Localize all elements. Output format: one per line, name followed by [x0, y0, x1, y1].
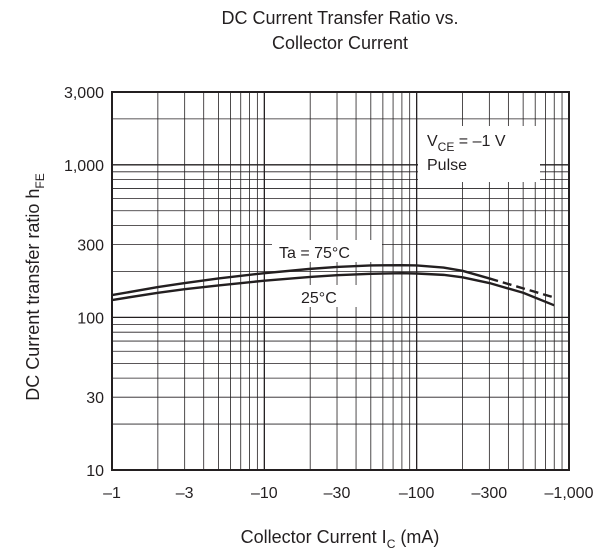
chart-title-line-1: DC Current Transfer Ratio vs. — [221, 8, 458, 28]
y-axis-label: DC Current transfer ratio hFE — [23, 173, 47, 400]
x-tick-label: –1,000 — [545, 485, 594, 502]
plot-frame — [111, 91, 570, 471]
series-line-0 — [111, 263, 490, 297]
y-axis-label-sub: FE — [33, 173, 47, 188]
x-tick-label: –1 — [103, 485, 121, 502]
x-axis-label: Collector Current IC (mA) — [241, 527, 440, 551]
series-line-1 — [111, 271, 555, 307]
x-tick-label: –10 — [251, 485, 278, 502]
x-axis-label-sub: C — [387, 537, 396, 551]
series-line-dashed-0 — [489, 277, 555, 299]
y-tick-label: 1,000 — [64, 158, 104, 175]
x-tick-label: –300 — [472, 485, 508, 502]
vce-sub: CE — [438, 140, 455, 154]
y-tick-label: 100 — [77, 310, 104, 327]
series-label-25c-text: 25°C — [301, 290, 337, 307]
x-tick-labels: –1 –3 –10 –30 –100 –300 –1,000 — [103, 485, 593, 502]
vce-main: V — [427, 133, 438, 150]
chart-title-line-2: Collector Current — [272, 33, 408, 53]
series-curves — [111, 263, 555, 307]
x-axis-label-unit: (mA) — [395, 527, 439, 547]
vce-condition: VCE = –1 V — [427, 133, 506, 154]
series-label-75c: Ta = 75°C — [272, 240, 382, 262]
pulse-condition: Pulse — [427, 157, 467, 174]
y-tick-label: 3,000 — [64, 85, 104, 102]
y-axis-label-main: DC Current transfer ratio h — [23, 189, 43, 401]
vce-value: = –1 V — [454, 133, 505, 150]
conditions-box: VCE = –1 V Pulse — [418, 126, 540, 182]
y-tick-label: 10 — [86, 463, 104, 480]
x-tick-label: –100 — [399, 485, 435, 502]
y-tick-labels: 10 30 100 300 1,000 3,000 — [64, 85, 104, 480]
y-tick-label: 300 — [77, 238, 104, 255]
y-tick-label: 30 — [86, 390, 104, 407]
series-label-75c-text: Ta = 75°C — [279, 245, 350, 262]
x-axis-label-main: Collector Current I — [241, 527, 387, 547]
x-tick-label: –30 — [324, 485, 351, 502]
series-label-25c: 25°C — [294, 285, 364, 307]
grid-lines — [111, 91, 569, 471]
x-tick-label: –3 — [176, 485, 194, 502]
